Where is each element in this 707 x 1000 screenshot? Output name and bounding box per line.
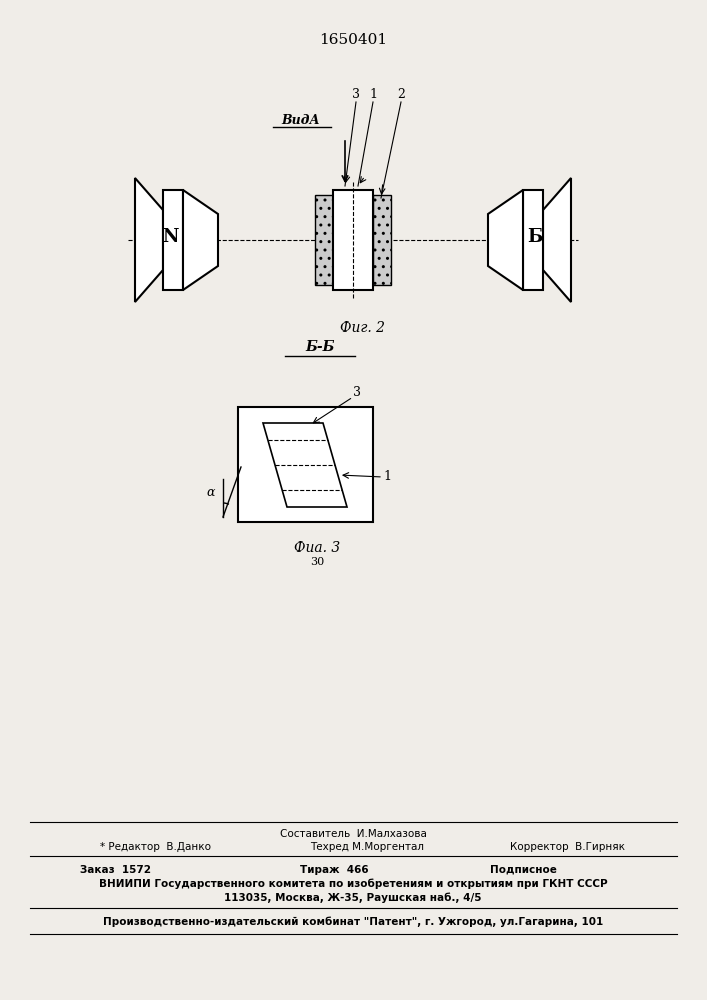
Polygon shape	[183, 190, 218, 290]
Text: Б-Б: Б-Б	[305, 340, 334, 354]
Text: 113035, Москва, Ж-35, Раушская наб., 4/5: 113035, Москва, Ж-35, Раушская наб., 4/5	[224, 893, 481, 903]
Text: Подписное: Подписное	[490, 865, 557, 875]
Text: 30: 30	[310, 557, 324, 567]
Bar	[373, 195, 391, 285]
Text: Корректор  В.Гирняк: Корректор В.Гирняк	[510, 842, 625, 852]
Text: ВНИИПИ Государственного комитета по изобретениям и открытиям при ГКНТ СССР: ВНИИПИ Государственного комитета по изоб…	[99, 879, 607, 889]
Polygon shape	[135, 178, 163, 302]
Bar	[163, 190, 183, 290]
Polygon shape	[543, 178, 571, 302]
Text: 2: 2	[397, 89, 405, 102]
Text: Тираж  466: Тираж 466	[300, 865, 368, 875]
Text: Фиг. 2: Фиг. 2	[341, 321, 385, 335]
Bar	[333, 190, 373, 290]
Text: Производственно-издательский комбинат "Патент", г. Ужгород, ул.Гагарина, 101: Производственно-издательский комбинат "П…	[103, 917, 603, 927]
Text: Фиа. 3: Фиа. 3	[294, 541, 340, 555]
Text: α: α	[206, 486, 215, 498]
Text: 1650401: 1650401	[319, 33, 387, 47]
Text: ВидА: ВидА	[281, 113, 320, 126]
Text: N: N	[163, 228, 180, 246]
Text: Составитель  И.Малхазова: Составитель И.Малхазова	[279, 829, 426, 839]
Text: 1: 1	[383, 471, 391, 484]
Text: Техред М.Моргентал: Техред М.Моргентал	[310, 842, 424, 852]
Text: 3: 3	[353, 386, 361, 399]
Text: Б: Б	[527, 228, 543, 246]
Text: 1: 1	[369, 89, 377, 102]
Bar	[315, 195, 333, 285]
Polygon shape	[263, 423, 347, 507]
Text: Заказ  1572: Заказ 1572	[80, 865, 151, 875]
Bar	[523, 190, 543, 290]
Polygon shape	[488, 190, 523, 290]
Text: 3: 3	[352, 89, 360, 102]
Bar	[238, 407, 373, 522]
Text: * Редактор  В.Данко: * Редактор В.Данко	[100, 842, 211, 852]
